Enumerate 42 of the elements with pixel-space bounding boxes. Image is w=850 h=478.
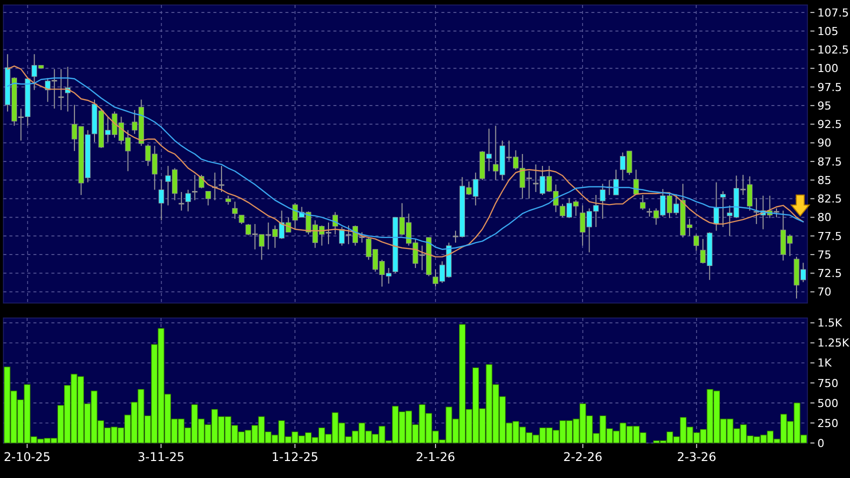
y-tick-label: 87.5: [817, 155, 842, 168]
candlestick: [714, 182, 720, 232]
candlestick: [600, 183, 606, 220]
candlestick: [720, 190, 726, 228]
candlestick: [232, 201, 238, 220]
y-tick-label: 80: [817, 211, 832, 224]
y-tick-label: 95: [817, 99, 832, 112]
candlestick: [192, 174, 198, 201]
y-tick-label: 105: [817, 24, 838, 38]
y-tick-label: 1.5K: [817, 316, 843, 330]
y-tick-label: 75: [817, 248, 832, 262]
x-tick-label: 1-12-25: [272, 450, 318, 464]
candlestick: [693, 234, 699, 252]
y-tick-label: 70: [817, 286, 832, 299]
candlestick: [218, 165, 224, 192]
y-tick-label: 102.5: [817, 44, 849, 57]
candlestick: [185, 189, 191, 212]
y-tick-label: 500: [817, 396, 838, 410]
x-tick-label: 2-10-25: [4, 450, 51, 464]
y-tick-label: 750: [817, 376, 838, 390]
y-tick-label: 1K: [817, 356, 832, 370]
y-tick-label: 82.5: [817, 192, 842, 206]
x-tick-label: 2-1-26: [416, 450, 456, 464]
candlestick: [640, 194, 646, 210]
y-tick-label: 0: [817, 436, 824, 450]
candlestick: [205, 190, 211, 206]
candlestick: [178, 191, 184, 212]
x-tick-label: 2-3-26: [677, 450, 716, 464]
x-tick-label: 3-11-25: [138, 450, 184, 464]
y-tick-label: 72.5: [817, 267, 842, 280]
y-tick-label: 85: [817, 174, 832, 187]
x-tick-label: 2-2-26: [563, 450, 602, 464]
y-tick-label: 1.25K: [817, 336, 850, 350]
y-tick-label: 97.5: [817, 80, 842, 94]
candlestick: [158, 180, 164, 221]
candlestick: [58, 68, 64, 111]
y-tick-label: 92.5: [817, 118, 842, 132]
y-tick-label: 107.5: [817, 6, 849, 20]
y-tick-label: 250: [817, 416, 838, 430]
y-tick-label: 100: [817, 62, 838, 76]
y-tick-label: 90: [817, 136, 832, 150]
y-tick-label: 77.5: [817, 230, 842, 243]
